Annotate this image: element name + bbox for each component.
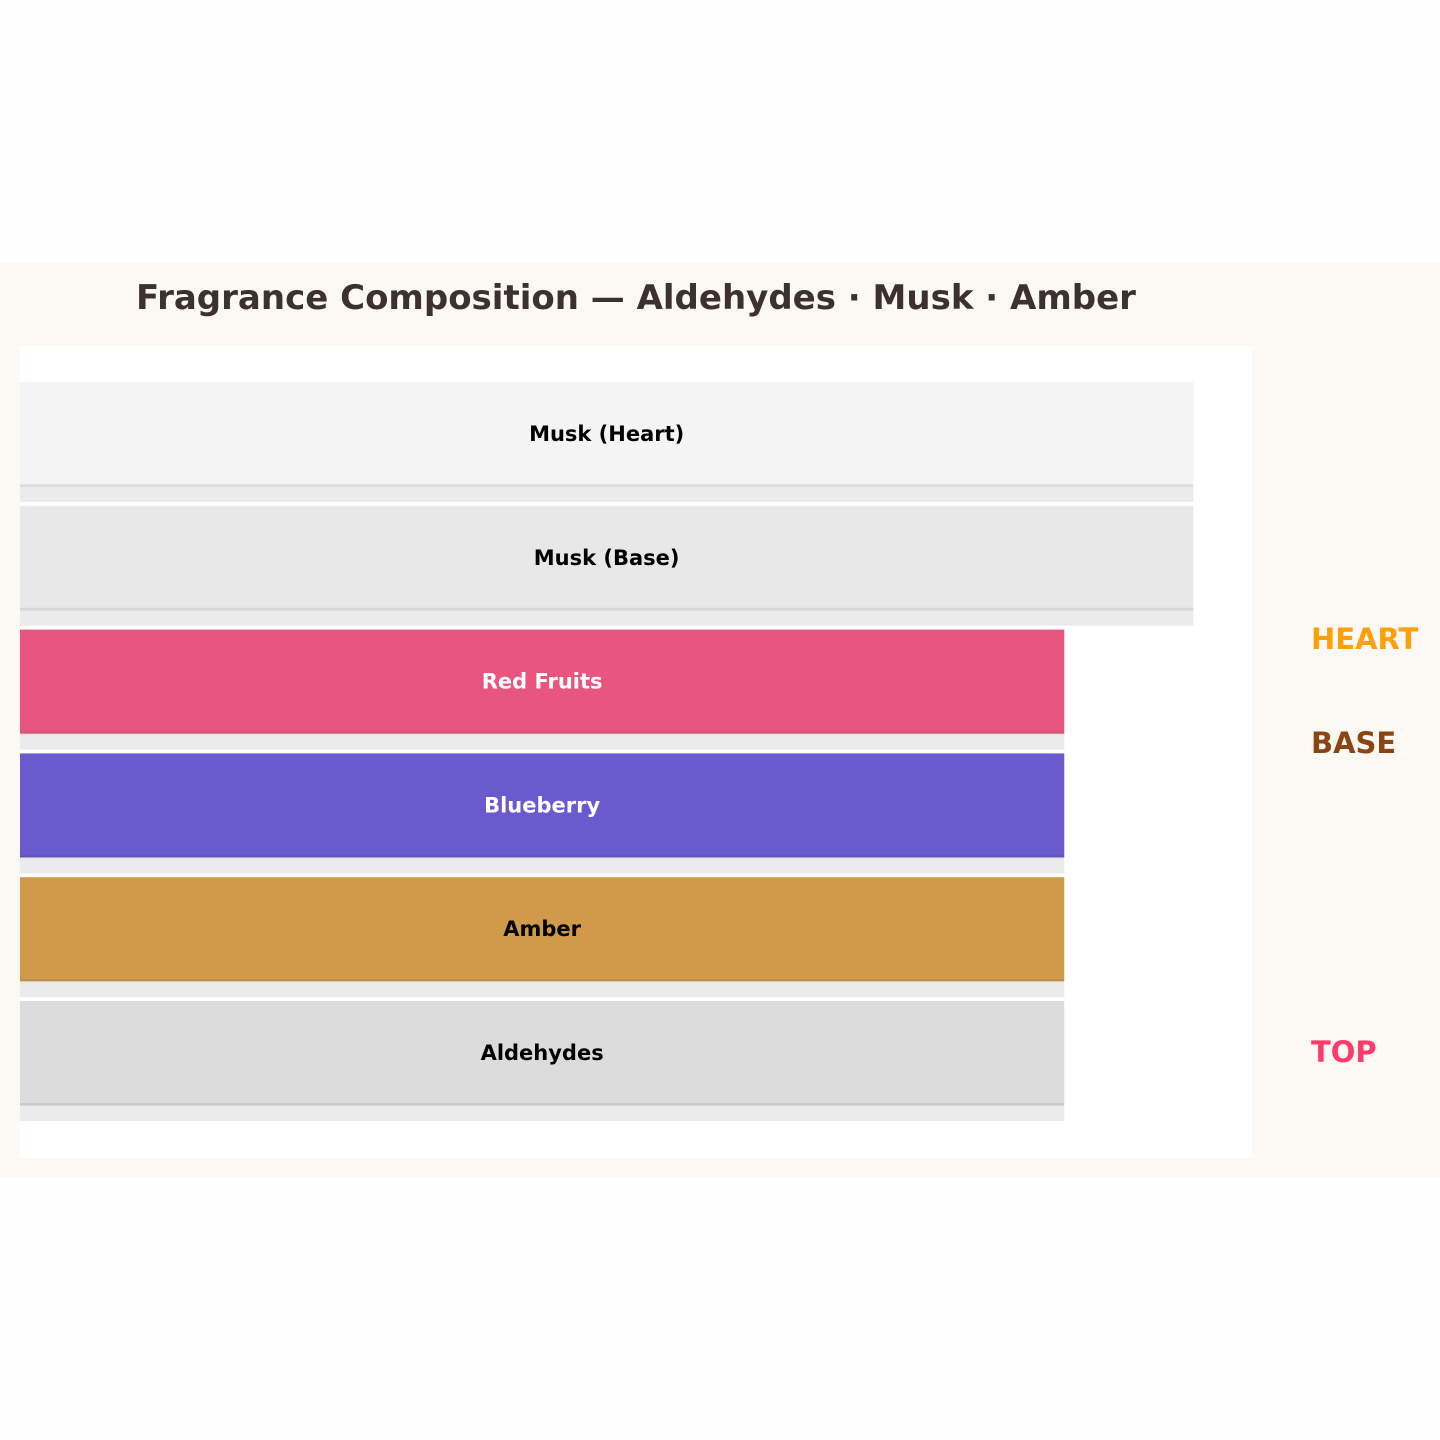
layer-label-heart: HEART <box>1311 622 1419 656</box>
bar-shadow <box>20 486 1194 502</box>
bar-label: Amber <box>503 917 581 941</box>
bar-edge <box>20 484 1194 487</box>
bars-group: Musk (Heart) Musk (Base) Red Fruits Blueber… <box>20 382 1194 1121</box>
bar-label: Musk (Heart) <box>529 422 684 446</box>
bar-shadow <box>20 981 1065 998</box>
bar-edge <box>20 979 1065 983</box>
layer-label-base: BASE <box>1311 726 1396 760</box>
bar-label: Blueberry <box>484 793 600 817</box>
bar-edge <box>20 1103 1065 1106</box>
bar-label: Aldehydes <box>481 1041 604 1065</box>
bar-shadow <box>20 733 1065 750</box>
chart-title: Fragrance Composition — Aldehydes · Musk… <box>136 278 1136 318</box>
bar-edge <box>20 855 1065 859</box>
layer-label-top: TOP <box>1311 1035 1377 1069</box>
bar-red-fruits <box>20 629 1065 734</box>
bar-amber <box>20 877 1065 982</box>
bar-shadow <box>20 857 1065 874</box>
bar-label: Musk (Base) <box>534 546 680 570</box>
bar-edge <box>20 607 1194 611</box>
bar-shadow <box>20 609 1194 626</box>
annotations-group: HEART BASE TOP <box>1311 622 1419 1069</box>
bar-edge <box>20 731 1065 735</box>
bar-label: Red Fruits <box>482 670 603 694</box>
bar-musk-base <box>20 505 1194 610</box>
bar-blueberry <box>20 753 1065 858</box>
bar-shadow <box>20 1105 1065 1121</box>
bar-aldehydes <box>20 1001 1065 1105</box>
bar-musk-heart <box>20 382 1194 486</box>
